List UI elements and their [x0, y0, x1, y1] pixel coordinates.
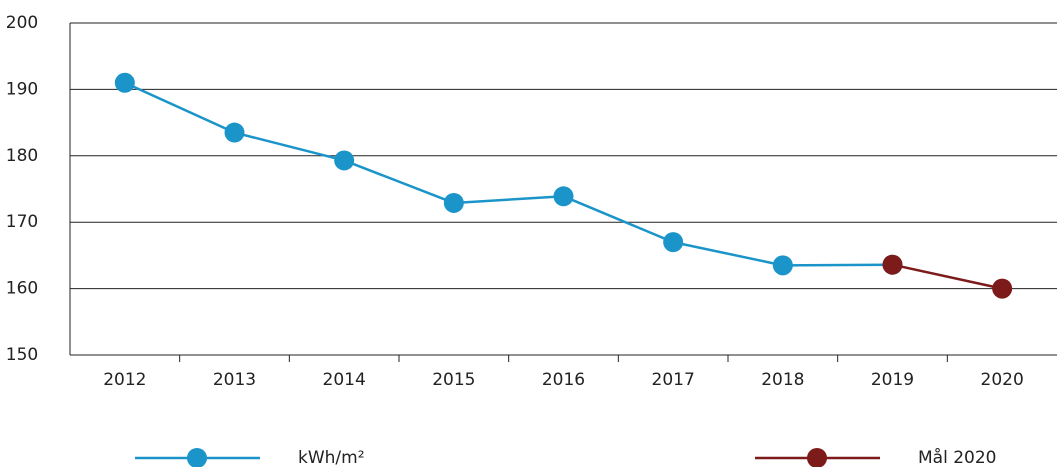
y-tick-label: 170 — [6, 212, 38, 232]
y-tick-label: 150 — [6, 345, 38, 365]
x-tick-label: 2020 — [981, 370, 1024, 390]
y-tick-label: 200 — [6, 13, 38, 33]
series-line — [124, 81, 893, 267]
legend-label: kWh/m² — [298, 448, 365, 467]
x-tick-label: 2018 — [761, 370, 804, 390]
y-tick-label: 180 — [6, 146, 38, 166]
x-tick-label: 2016 — [542, 370, 585, 390]
point — [882, 254, 903, 275]
legend-marker — [187, 448, 207, 467]
point — [992, 278, 1013, 299]
point — [663, 232, 684, 253]
point — [114, 72, 135, 93]
series-line — [892, 263, 1003, 290]
x-tick-label: 2012 — [103, 370, 146, 390]
point — [334, 150, 355, 171]
x-tick-label: 2015 — [432, 370, 475, 390]
legend-label: Mål 2020 — [918, 447, 996, 467]
y-tick-label: 190 — [6, 79, 38, 99]
legend-marker — [807, 448, 827, 467]
x-tick-label: 2017 — [652, 370, 695, 390]
x-tick-label: 2019 — [871, 370, 914, 390]
point — [553, 186, 574, 207]
point — [772, 255, 793, 276]
x-tick-label: 2014 — [323, 370, 366, 390]
point — [224, 122, 245, 143]
y-tick-label: 160 — [6, 279, 38, 299]
x-tick-label: 2013 — [213, 370, 256, 390]
point — [443, 192, 464, 213]
